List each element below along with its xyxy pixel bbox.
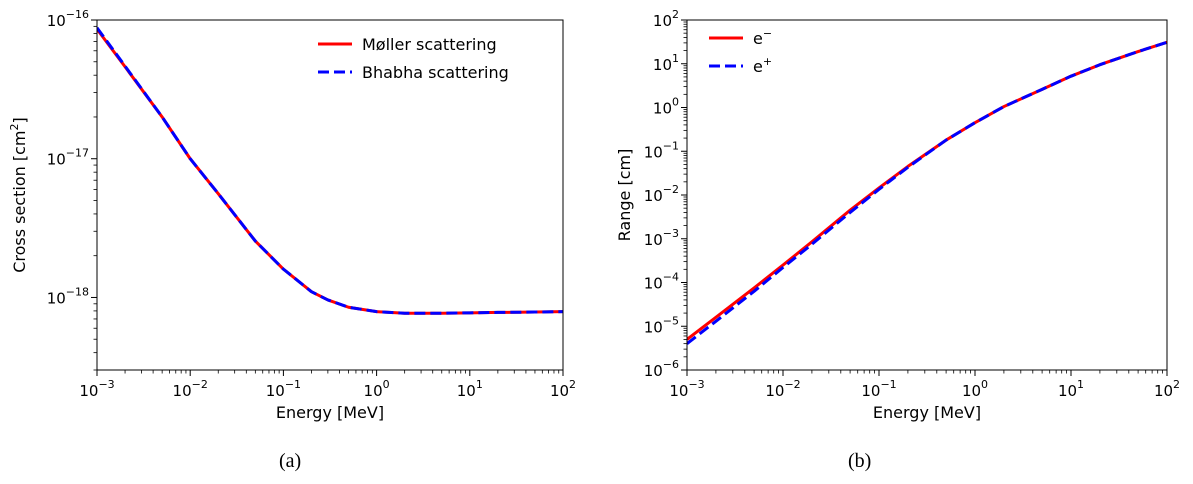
- y-tick-label: 10−1: [644, 139, 679, 161]
- y-tick-label: 10−5: [644, 314, 679, 336]
- x-tick-label: 10−2: [765, 378, 800, 400]
- y-tick-label: 10−17: [47, 147, 89, 169]
- y-axis-label: Range [cm]: [615, 149, 634, 242]
- x-tick-label: 10−3: [79, 378, 114, 400]
- legend-label: Bhabha scattering: [362, 63, 509, 82]
- axes-frame: [686, 19, 1168, 371]
- y-tick-label: 10−18: [47, 285, 89, 307]
- y-tick-label: 101: [653, 52, 679, 74]
- legend-label: e+: [753, 55, 772, 76]
- legend-label: e−: [753, 27, 772, 48]
- legend-label: Møller scattering: [362, 35, 497, 54]
- chart-panel-0: 10−3 10−2 10−1 100 101 102 10−18 10−17 10−16 Ener…: [8, 8, 576, 422]
- caption-a: (a): [279, 450, 302, 472]
- y-tick-label: 10−16: [47, 8, 89, 30]
- axes-frame: [96, 19, 564, 371]
- x-axis-label: Energy [MeV]: [276, 403, 384, 422]
- x-tick-label: 10−3: [669, 378, 704, 400]
- series-line-1: [687, 40, 1167, 345]
- y-tick-label: 100: [653, 96, 679, 118]
- x-tick-label: 102: [1154, 378, 1180, 400]
- series-line-1: [97, 26, 563, 315]
- y-tick-label: 10−2: [644, 183, 679, 205]
- y-axis-label: Cross section [cm2]: [8, 117, 29, 273]
- y-tick-label: 10−4: [644, 271, 679, 293]
- x-tick-label: 10−1: [266, 378, 301, 400]
- x-tick-label: 101: [457, 378, 483, 400]
- x-tick-label: 102: [550, 378, 576, 400]
- y-tick-label: 10−6: [644, 358, 679, 380]
- x-tick-label: 101: [1058, 378, 1084, 400]
- x-tick-label: 10−1: [861, 378, 896, 400]
- caption-b: (b): [848, 450, 872, 472]
- x-tick-label: 100: [962, 378, 988, 400]
- series-line-0: [687, 40, 1167, 341]
- x-tick-label: 100: [364, 378, 390, 400]
- chart-panel-1: 10−3 10−2 10−1 100 101 102 10−6 10−5 10−4 10−3 10−…: [615, 8, 1180, 422]
- x-tick-label: 10−2: [173, 378, 208, 400]
- x-axis-label: Energy [MeV]: [873, 403, 981, 422]
- y-tick-label: 10−3: [644, 227, 679, 249]
- y-tick-label: 102: [653, 8, 679, 30]
